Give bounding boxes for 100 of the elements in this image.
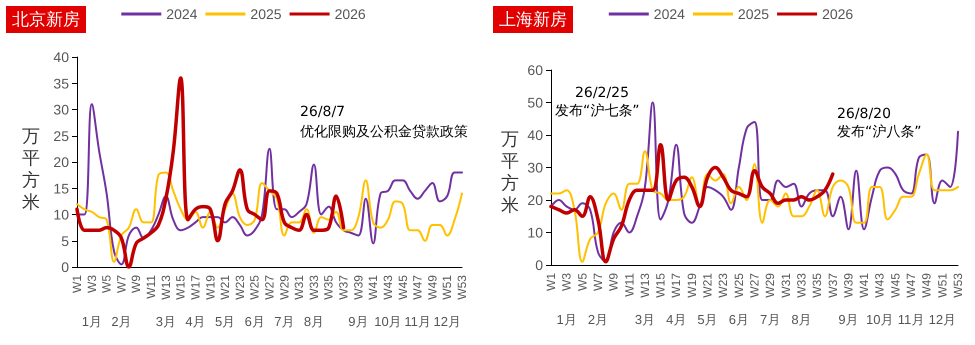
y-tick-label: 15 <box>53 180 70 196</box>
x-tick-label: W15 <box>174 274 188 300</box>
text: 3月 <box>634 312 656 327</box>
x-tick-label: W49 <box>920 272 934 298</box>
text: 2月 <box>588 312 608 327</box>
x-tick-label: W21 <box>218 274 232 300</box>
text: 5月 <box>697 312 718 327</box>
x-tick-label: W31 <box>778 272 793 298</box>
x-tick-label: W5 <box>575 272 590 291</box>
y-tick-label: 10 <box>527 224 544 240</box>
x-tick-label: W11 <box>144 274 158 299</box>
text: 5月 <box>214 314 236 329</box>
y-axis-title: 万平方米 <box>501 128 519 216</box>
x-tick-label: W11 <box>622 272 636 297</box>
x-tick-label: W17 <box>669 272 684 298</box>
x-tick-label: W13 <box>638 272 652 298</box>
text: 8月 <box>304 314 324 329</box>
x-tick-label: W49 <box>425 274 440 300</box>
text: 11月 <box>898 312 924 327</box>
x-tick-label: W3 <box>560 272 574 291</box>
annotation: 发布“沪七条” <box>554 103 640 119</box>
line-series <box>550 150 959 263</box>
text: 8月 <box>791 312 812 327</box>
legend-label: 2024 <box>654 6 686 22</box>
x-tick-label: W15 <box>654 272 668 298</box>
legend-label: 2024 <box>166 6 198 22</box>
y-tick-label: 50 <box>527 94 544 110</box>
x-tick-label: W1 <box>544 272 558 291</box>
text: 9月 <box>348 314 368 329</box>
y-tick-label: 20 <box>53 154 70 170</box>
x-tick-label: W7 <box>114 274 128 293</box>
x-tick-label: W9 <box>129 274 144 293</box>
x-tick-label: W25 <box>732 272 746 298</box>
x-tick-label: W25 <box>248 274 262 300</box>
x-tick-label: W1 <box>70 274 84 293</box>
annotation: 发布“沪八条” <box>836 124 922 140</box>
line-series <box>549 143 835 264</box>
x-tick-label: W29 <box>277 274 292 300</box>
chart-title: 北京新房 <box>6 6 86 33</box>
text: 6月 <box>244 314 265 329</box>
text: 2月 <box>111 314 132 329</box>
text: 1月 <box>82 314 102 329</box>
x-tick-label: W39 <box>841 272 856 298</box>
legend-label: 2026 <box>334 6 366 22</box>
text: 1月 <box>556 312 577 327</box>
x-tick-label: W3 <box>84 274 99 293</box>
x-tick-label: W37 <box>826 272 840 298</box>
text: 10月 <box>866 312 894 327</box>
x-tick-label: W7 <box>590 272 605 291</box>
y-tick-label: 0 <box>61 259 70 275</box>
text: 11月 <box>404 314 431 329</box>
text: 4月 <box>185 314 206 329</box>
x-tick-label: W9 <box>606 272 621 291</box>
x-tick-label: W45 <box>888 272 902 298</box>
x-tick-label: W19 <box>684 272 699 298</box>
text: 10月 <box>374 314 402 329</box>
y-tick-label: 40 <box>527 127 544 143</box>
annotation: 26/8/7 <box>300 104 346 120</box>
legend-label: 2026 <box>822 6 854 22</box>
y-tick-label: 25 <box>53 128 70 144</box>
y-tick-label: 30 <box>527 160 544 176</box>
y-tick-label: 10 <box>53 206 70 222</box>
x-tick-label: W53 <box>455 274 469 300</box>
x-tick-label: W27 <box>262 274 276 300</box>
text: 12月 <box>433 314 461 329</box>
y-axis-title: 万平方米 <box>22 125 40 213</box>
annotation: 26/8/20 <box>836 106 891 122</box>
text: 12月 <box>928 312 956 327</box>
text: 3月 <box>156 314 176 329</box>
y-tick-label: 20 <box>527 192 544 208</box>
x-tick-label: W23 <box>232 274 247 300</box>
x-tick-label: W51 <box>440 274 454 300</box>
y-tick-label: 0 <box>535 257 544 273</box>
x-tick-label: W33 <box>306 274 321 300</box>
text: 7月 <box>274 314 294 329</box>
line-series <box>76 172 463 263</box>
x-tick-label: W41 <box>366 274 380 300</box>
x-tick-label: W41 <box>857 272 872 298</box>
x-tick-label: W31 <box>292 274 306 300</box>
text: 7月 <box>760 312 780 327</box>
x-tick-label: W33 <box>794 272 808 298</box>
x-tick-label: W37 <box>336 274 351 300</box>
y-tick-label: 5 <box>61 232 70 249</box>
x-tick-label: W17 <box>188 274 202 300</box>
x-tick-label: W23 <box>716 272 730 298</box>
x-tick-label: W51 <box>935 272 950 298</box>
x-tick-label: W19 <box>203 274 218 300</box>
x-tick-label: W47 <box>904 272 918 298</box>
line-series <box>550 102 959 263</box>
text: 9月 <box>838 312 859 327</box>
x-tick-label: W45 <box>396 274 410 300</box>
x-tick-label: W35 <box>322 274 336 300</box>
x-tick-label: W43 <box>380 274 395 300</box>
text: 4月 <box>666 312 686 327</box>
annotation: 26/2/25 <box>574 85 629 101</box>
x-tick-label: W21 <box>700 272 715 298</box>
annotation: 优化限购及公积金贷款政策 <box>300 124 468 140</box>
x-tick-label: W47 <box>410 274 425 300</box>
x-tick-label: W5 <box>100 274 114 293</box>
x-tick-label: W29 <box>763 272 778 298</box>
